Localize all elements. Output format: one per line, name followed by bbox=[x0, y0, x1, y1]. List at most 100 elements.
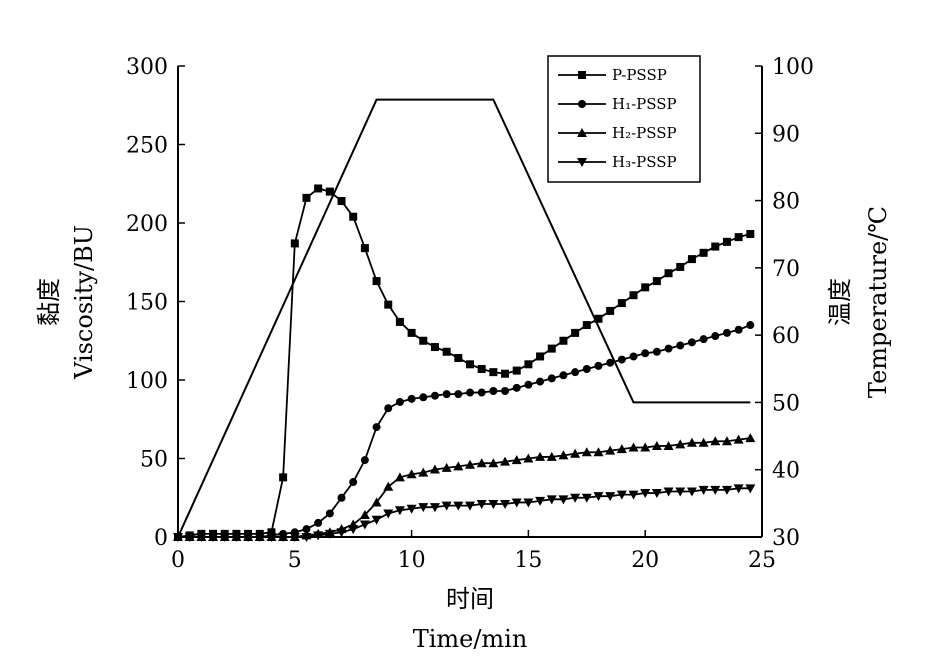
data-point bbox=[628, 442, 639, 452]
data-point bbox=[651, 440, 662, 450]
data-point bbox=[302, 525, 311, 534]
data-point bbox=[511, 455, 522, 465]
x-tick-label: 0 bbox=[171, 548, 185, 573]
data-point bbox=[546, 451, 557, 461]
data-point bbox=[266, 533, 277, 542]
data-point bbox=[500, 456, 511, 466]
data-point bbox=[254, 533, 265, 542]
data-point bbox=[395, 317, 404, 326]
legend-marker bbox=[578, 71, 586, 79]
y-tick-label: 50 bbox=[140, 448, 168, 473]
data-point bbox=[243, 533, 254, 542]
left-y-axis-title-cn: 黏度 bbox=[35, 278, 63, 326]
data-point bbox=[536, 352, 545, 361]
legend-items: P-PSSP H₁-PSSP H₂-PSSP H₃-PSSP bbox=[558, 66, 677, 171]
y-tick-label: 100 bbox=[126, 369, 168, 394]
data-point bbox=[616, 444, 627, 454]
y-tick-label: 200 bbox=[126, 212, 168, 237]
x-tick-label: 25 bbox=[748, 548, 776, 573]
left-y-axis-ticks: 0 50 100 150 200 250 300 bbox=[126, 55, 185, 551]
data-point bbox=[559, 336, 568, 345]
data-point bbox=[570, 493, 581, 503]
data-point bbox=[349, 478, 358, 487]
y-tick-label: 300 bbox=[126, 55, 168, 80]
data-point bbox=[570, 448, 581, 458]
data-point bbox=[383, 481, 394, 491]
legend-marker bbox=[577, 158, 587, 167]
data-point bbox=[710, 485, 721, 495]
data-point bbox=[676, 341, 685, 350]
data-point bbox=[407, 394, 416, 403]
series-line bbox=[178, 487, 751, 538]
data-point bbox=[359, 510, 370, 520]
series-group bbox=[173, 484, 756, 542]
data-point bbox=[547, 344, 556, 353]
data-point bbox=[536, 377, 545, 386]
right-y-axis-title-cn: 温度 bbox=[826, 278, 854, 326]
data-point bbox=[395, 397, 404, 406]
data-point bbox=[441, 462, 452, 472]
data-point bbox=[466, 388, 474, 397]
data-point bbox=[571, 368, 580, 377]
legend-label: H₃-PSSP bbox=[612, 153, 677, 171]
legend-marker bbox=[577, 128, 587, 137]
data-point bbox=[394, 506, 405, 516]
temperature-profile bbox=[177, 98, 751, 538]
data-point bbox=[430, 391, 439, 400]
data-point bbox=[441, 501, 452, 511]
x-axis-ticks: 0 5 10 15 20 25 bbox=[171, 530, 776, 573]
data-point bbox=[419, 336, 428, 345]
data-point bbox=[640, 489, 651, 499]
data-point bbox=[360, 244, 369, 253]
y2-tick-label: 70 bbox=[772, 257, 800, 282]
data-point bbox=[698, 437, 709, 447]
data-point bbox=[453, 461, 464, 471]
data-point bbox=[372, 277, 381, 286]
series-group bbox=[173, 433, 756, 541]
data-point bbox=[219, 533, 230, 542]
data-point bbox=[476, 458, 487, 468]
data-point bbox=[406, 504, 417, 514]
data-point bbox=[394, 472, 405, 482]
data-point bbox=[629, 291, 638, 300]
data-point bbox=[664, 344, 673, 353]
data-point bbox=[465, 501, 475, 511]
data-point bbox=[512, 366, 521, 375]
y2-tick-label: 90 bbox=[772, 122, 800, 147]
data-point bbox=[535, 496, 546, 506]
data-point bbox=[594, 314, 603, 323]
data-point bbox=[663, 440, 674, 450]
data-point bbox=[384, 404, 393, 413]
data-point bbox=[500, 500, 511, 510]
x-axis-title-en: Time/min bbox=[413, 625, 528, 653]
data-point bbox=[337, 197, 346, 206]
data-point bbox=[429, 503, 440, 513]
data-point bbox=[687, 338, 696, 347]
data-point bbox=[664, 269, 673, 278]
data-point bbox=[325, 187, 334, 196]
data-point bbox=[606, 358, 615, 367]
data-point bbox=[523, 498, 534, 508]
data-point bbox=[501, 386, 510, 395]
data-point bbox=[289, 533, 300, 542]
data-point bbox=[593, 447, 604, 457]
data-point bbox=[196, 533, 207, 542]
data-point bbox=[734, 325, 743, 334]
data-point bbox=[489, 386, 498, 395]
data-point bbox=[676, 262, 685, 271]
left-y-axis-title-en: Viscosity/BU bbox=[70, 225, 98, 380]
data-point bbox=[349, 212, 358, 221]
data-point bbox=[477, 388, 486, 397]
data-point bbox=[476, 500, 487, 510]
data-point bbox=[231, 533, 242, 542]
data-point bbox=[453, 501, 464, 511]
data-point bbox=[558, 450, 569, 460]
data-point bbox=[279, 473, 288, 482]
y2-tick-label: 60 bbox=[772, 324, 800, 349]
data-point bbox=[571, 328, 580, 337]
data-point bbox=[477, 365, 486, 374]
data-point bbox=[489, 368, 498, 377]
temperature-line bbox=[177, 98, 751, 538]
data-point bbox=[558, 495, 569, 505]
data-point bbox=[675, 439, 686, 449]
